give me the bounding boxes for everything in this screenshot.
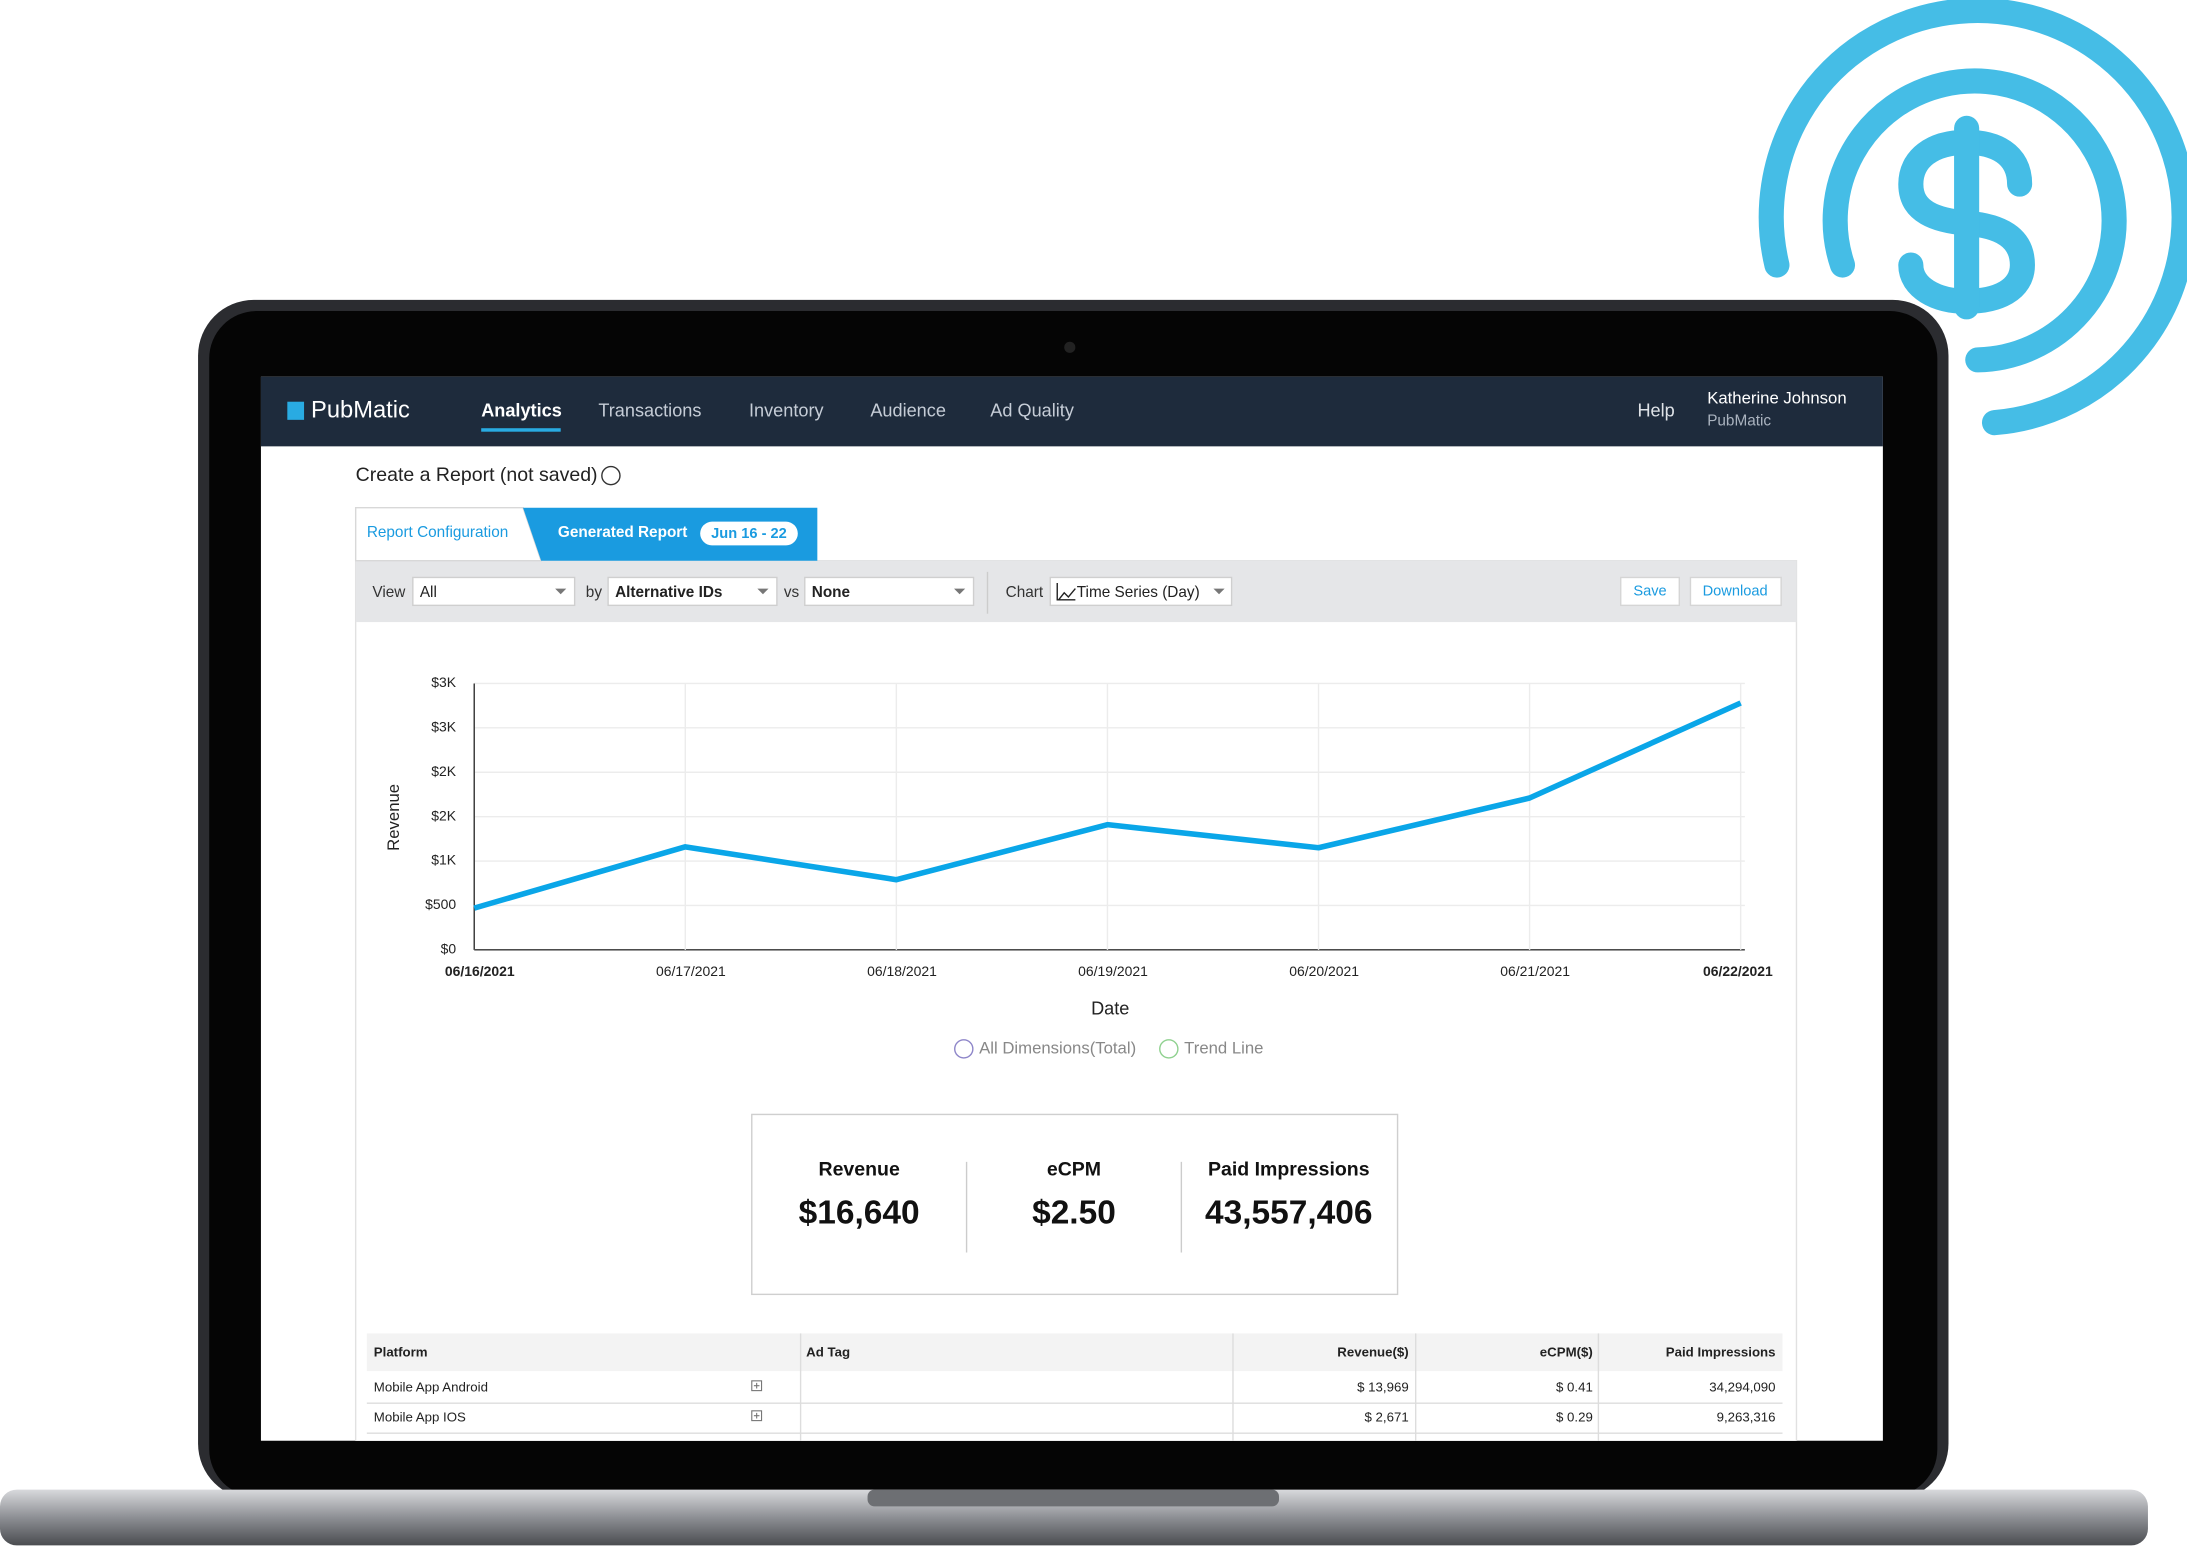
button[interactable]: [1689, 576, 1782, 607]
toolbar-label: vs: [784, 584, 800, 601]
legend-label[interactable]: All Dimensions(Total): [979, 1038, 1136, 1057]
table-header-cell: eCPM($): [1540, 1344, 1593, 1359]
dropdown-caret: [555, 588, 567, 595]
dropdown[interactable]: [412, 576, 576, 607]
user-org: PubMatic: [1707, 412, 1771, 429]
x-tick-label: 06/19/2021: [1078, 963, 1148, 979]
table-cell: 34,294,090: [1709, 1379, 1775, 1394]
table-cell: $ 13,969: [1357, 1379, 1409, 1394]
summary-value: 43,557,406: [1205, 1195, 1373, 1232]
dropdown-value: Alternative IDs: [615, 584, 722, 601]
toolbar-label: Chart: [1006, 584, 1044, 601]
help[interactable]: Help: [1637, 400, 1674, 420]
summary-value: $2.50: [1032, 1195, 1116, 1232]
dropdown-value: All: [420, 584, 437, 601]
summary-label: eCPM: [1047, 1158, 1101, 1180]
dropdown-value: None: [812, 584, 850, 601]
table-cell: $ 2,671: [1364, 1409, 1408, 1424]
y-tick-label: $1K: [431, 852, 457, 868]
table-header: [366, 1333, 1783, 1372]
screen: PubMatic Analytics Transactions Inventory Au…: [260, 376, 1883, 1441]
nav-item[interactable]: Transactions: [598, 400, 701, 420]
navbar: [260, 376, 1883, 447]
laptop-base: [0, 1489, 2148, 1546]
dropdown-caret: [954, 588, 966, 595]
legend-marker: [1159, 1039, 1179, 1059]
table-header-cell: Revenue($): [1337, 1344, 1408, 1359]
y-tick-label: $3K: [431, 719, 457, 735]
x-tick-label: 06/22/2021: [1703, 963, 1773, 979]
y-tick-label: $500: [425, 896, 456, 912]
table-header-cell: Paid Impressions: [1666, 1344, 1776, 1359]
toolbar-label: View: [372, 584, 406, 601]
page-title: Create a Report (not saved): [356, 464, 598, 486]
chart-icon: [1056, 583, 1076, 601]
table-cell: $ 0.29: [1556, 1409, 1593, 1424]
y-tick-label: $3K: [431, 674, 457, 690]
x-axis-title: Date: [1091, 999, 1129, 1019]
y-tick-label: $2K: [431, 807, 457, 823]
x-tick-label: 06/16/2021: [445, 963, 515, 979]
date-badge: [700, 521, 798, 546]
button-label[interactable]: Save: [1633, 583, 1666, 599]
report-panel: [354, 560, 1798, 1441]
x-tick-label: 06/20/2021: [1289, 963, 1359, 979]
expand-plus: [753, 1382, 760, 1389]
expand-icon[interactable]: [751, 1380, 763, 1392]
nav-underline: [481, 428, 561, 432]
nav-item[interactable]: Analytics: [481, 400, 562, 420]
nav-item[interactable]: Audience: [870, 400, 946, 420]
dropdown-caret: [757, 588, 769, 595]
tab-label[interactable]: Generated Report: [558, 524, 687, 541]
table-cell: Mobile App IOS: [374, 1409, 466, 1424]
expand-plus: [753, 1412, 760, 1419]
date-badge-text: Jun 16 - 22: [711, 526, 787, 542]
y-tick-label: $0: [441, 941, 457, 957]
coin-icon: [1758, 0, 2187, 436]
y-axis-title: Revenue: [384, 784, 403, 851]
table-cell: Mobile App Android: [374, 1379, 488, 1394]
x-tick-label: 06/21/2021: [1500, 963, 1570, 979]
info-icon: [601, 465, 621, 486]
table-cell: $ 0.41: [1556, 1379, 1593, 1394]
button[interactable]: [1620, 576, 1681, 607]
notch: [867, 1489, 1280, 1507]
x-tick-label: 06/17/2021: [656, 963, 726, 979]
table-header-cell: Platform: [374, 1344, 428, 1359]
nav-item[interactable]: Inventory: [749, 400, 824, 420]
logo-mark: [287, 401, 305, 420]
summary-value: $16,640: [799, 1195, 920, 1232]
dropdown[interactable]: [607, 576, 778, 607]
series-line: [473, 700, 1742, 911]
legend-label[interactable]: Trend Line: [1184, 1038, 1263, 1057]
summary-label: Revenue: [818, 1158, 899, 1180]
table-header-cell: Ad Tag: [806, 1344, 850, 1359]
y-tick-label: $2K: [431, 763, 457, 779]
summary-box: [751, 1113, 1399, 1296]
nav-item[interactable]: Ad Quality: [990, 400, 1075, 420]
logo: PubMatic: [311, 398, 410, 424]
legend-marker: [954, 1039, 974, 1059]
toolbar-label: by: [586, 584, 603, 601]
dropdown-value: Time Series (Day): [1077, 584, 1200, 601]
camera: [1064, 341, 1076, 353]
tab-generated[interactable]: [523, 507, 818, 561]
button-label[interactable]: Download: [1703, 583, 1768, 599]
dropdown-caret: [1213, 588, 1225, 595]
table-cell: 9,263,316: [1717, 1409, 1776, 1424]
expand-icon[interactable]: [751, 1410, 763, 1422]
tab-label[interactable]: Report Configuration: [367, 524, 508, 541]
user-name: Katherine Johnson: [1707, 388, 1846, 407]
dropdown[interactable]: [804, 576, 975, 607]
dropdown[interactable]: [1049, 576, 1233, 607]
x-tick-label: 06/18/2021: [867, 963, 937, 979]
summary-label: Paid Impressions: [1208, 1158, 1370, 1180]
